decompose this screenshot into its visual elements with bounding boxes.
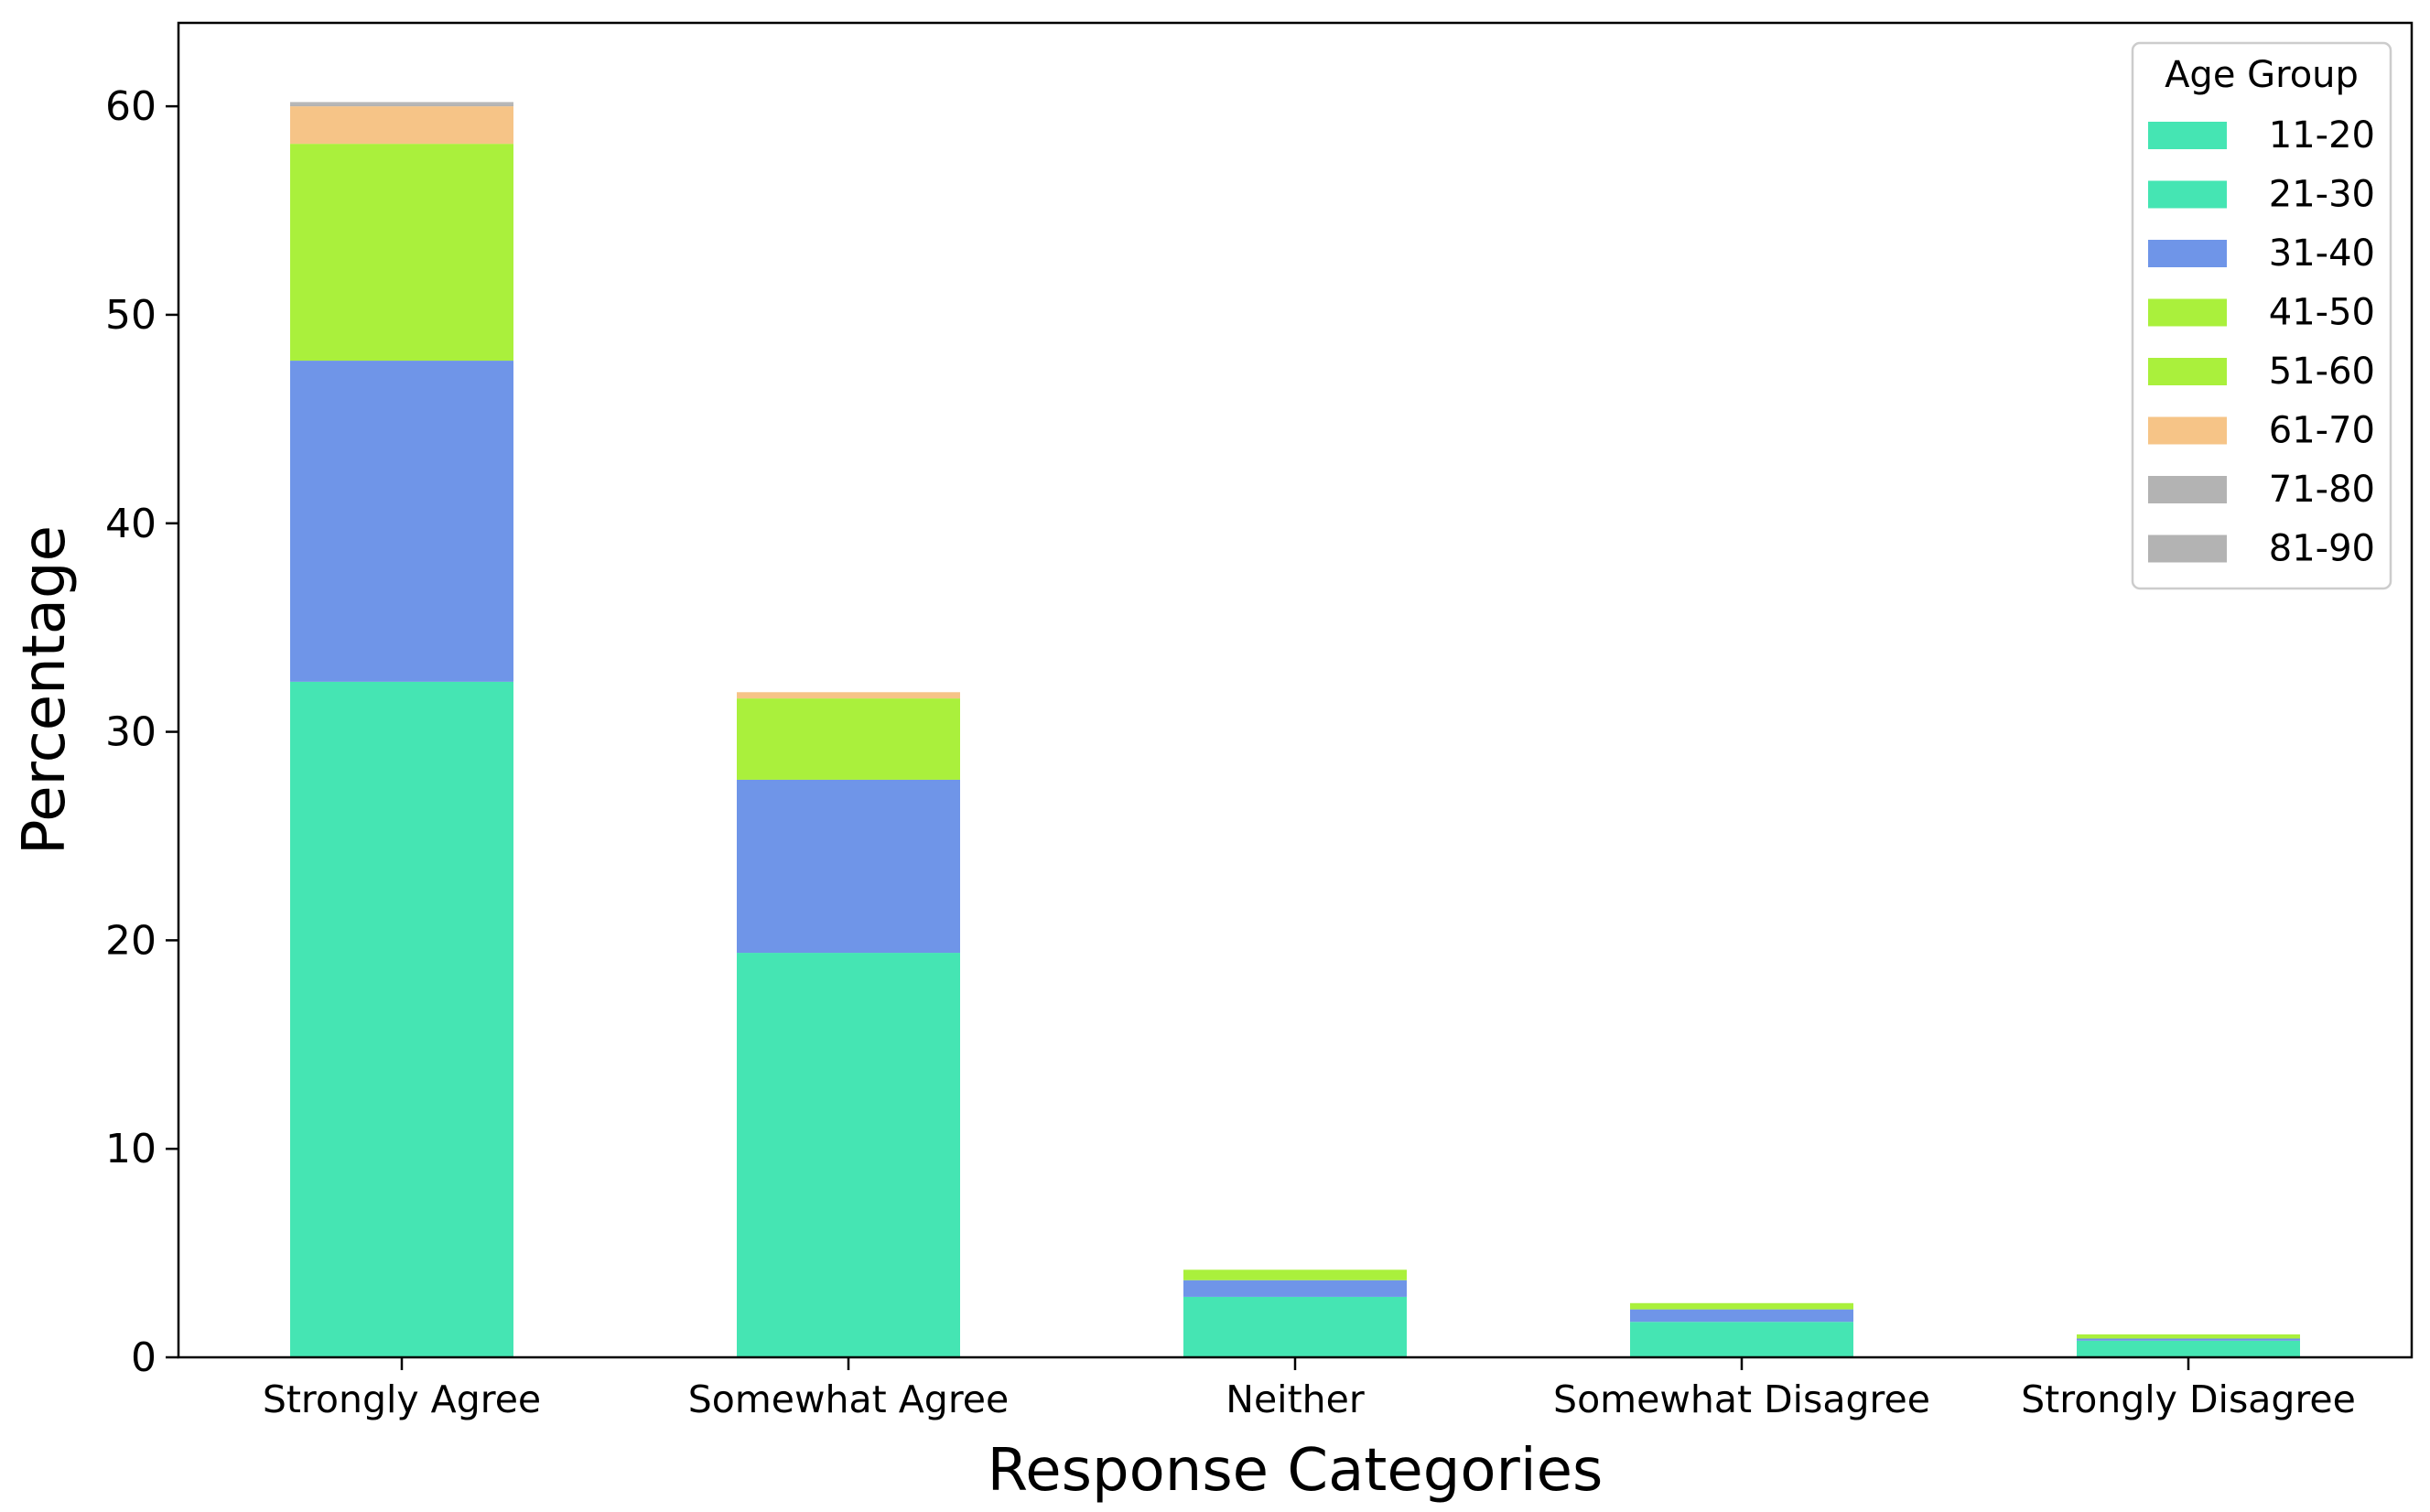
plot-frame (177, 21, 2414, 1359)
bar-segment-31-40-3 (1630, 1309, 1853, 1323)
y-tick-label: 50 (105, 292, 157, 339)
y-axis-title: Percentage (11, 525, 79, 855)
x-tick-label: Neither (1226, 1377, 1365, 1421)
bar-segment-31-40-4 (2077, 1338, 2300, 1341)
bar-segment-21-30-2 (1183, 1296, 1407, 1357)
bar-segment-51-60-3 (1630, 1302, 1853, 1310)
y-tick-label: 60 (105, 83, 157, 130)
legend-swatch-21-30 (2148, 180, 2227, 209)
legend-swatch-31-40 (2148, 240, 2227, 267)
legend-label-71-80: 71-80 (2269, 469, 2375, 511)
legend-label-51-60: 51-60 (2269, 351, 2375, 393)
bar-segment-21-30-0 (290, 681, 513, 1357)
x-tick-label: Strongly Disagree (2021, 1377, 2356, 1421)
y-tick-label: 0 (131, 1334, 157, 1381)
x-tick-label: Strongly Agree (263, 1377, 541, 1421)
legend-box (2131, 41, 2392, 590)
bar-segment-21-30-4 (2077, 1340, 2300, 1357)
x-axis-title: Response Categories (988, 1437, 1604, 1505)
axes-layer: Strongly Agree Somewhat Agree Neither Somew… (105, 21, 2414, 1421)
legend-swatch-81-90 (2148, 535, 2227, 563)
legend-label-81-90: 81-90 (2269, 528, 2375, 570)
bar-segment-71-80-0 (290, 103, 513, 107)
legend-swatch-51-60 (2148, 358, 2227, 385)
y-tick-label: 40 (105, 501, 157, 547)
legend-title: Age Group (2165, 54, 2359, 96)
legend-swatch-71-80 (2148, 476, 2227, 503)
x-tick-label: Somewhat Disagree (1553, 1377, 1930, 1421)
bar-segment-61-70-0 (290, 106, 513, 145)
x-tick-label: Somewhat Agree (688, 1377, 1010, 1421)
bar-segment-21-30-3 (1630, 1322, 1853, 1357)
legend-label-21-30: 21-30 (2269, 174, 2375, 216)
bar-segment-51-60-2 (1183, 1269, 1407, 1280)
y-tick-label: 10 (105, 1126, 157, 1172)
bar-segment-51-60-4 (2077, 1334, 2300, 1339)
legend-label-41-50: 41-50 (2269, 292, 2375, 334)
bar-segment-21-30-1 (737, 953, 960, 1357)
legend-swatch-61-70 (2148, 416, 2227, 445)
bar-segment-51-60-0 (290, 144, 513, 362)
legend-swatch-11-20 (2148, 122, 2227, 149)
bars-layer (290, 102, 2300, 1357)
bar-segment-31-40-0 (290, 361, 513, 682)
legend-label-31-40: 31-40 (2269, 232, 2375, 275)
legend-label-11-20: 11-20 (2269, 114, 2375, 157)
y-tick-label: 20 (105, 917, 157, 964)
bar-segment-31-40-2 (1183, 1280, 1407, 1297)
bar-segment-31-40-1 (737, 779, 960, 954)
legend-swatch-41-50 (2148, 298, 2227, 327)
bar-segment-51-60-1 (737, 698, 960, 780)
y-tick-label: 30 (105, 709, 157, 756)
bar-segment-61-70-1 (737, 692, 960, 699)
bar-segment-81-90-0 (290, 102, 513, 104)
legend: Age Group 11-20 21-30 31-40 41-50 51-60 61-70 7… (2131, 41, 2392, 590)
legend-label-61-70: 61-70 (2269, 410, 2375, 452)
